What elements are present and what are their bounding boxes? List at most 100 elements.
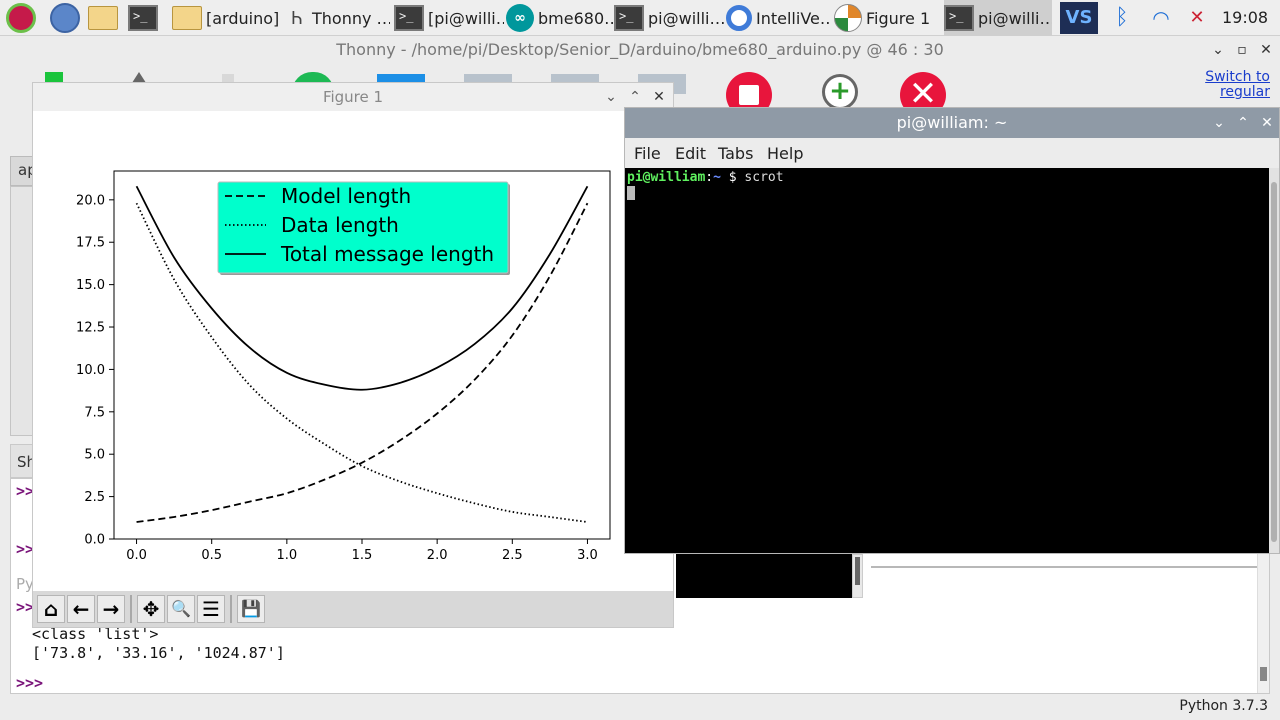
menu-file[interactable]: File — [634, 144, 661, 163]
thonny-title-bar: Thonny - /home/pi/Desktop/Senior_D/ardui… — [0, 36, 1280, 66]
x-tick-label: 3.0 — [577, 548, 598, 563]
residue-scrollbar[interactable] — [852, 554, 863, 598]
save-icon[interactable]: 💾 — [237, 595, 265, 623]
switch-to-regular-mode-link[interactable]: Switch to regular — [1205, 69, 1270, 100]
python-version-status[interactable]: Python 3.7.3 — [1179, 698, 1268, 714]
x-tick-label: 1.5 — [352, 548, 373, 563]
taskbar-window-terminal-3[interactable]: >_ pi@willi… — [944, 0, 1052, 36]
legend-label: Model length — [281, 184, 411, 208]
menu-tabs[interactable]: Tabs — [718, 144, 754, 163]
toolbar-separator — [130, 595, 132, 623]
taskbar-window-label: IntelliVe… — [756, 8, 832, 28]
zoom-icon[interactable]: 🔍 — [167, 595, 195, 623]
configure-subplots-icon[interactable]: ☰ — [197, 595, 225, 623]
terminal-command-line: pi@william:~ $ scrot — [627, 170, 784, 185]
prompt-dollar: $ — [728, 170, 737, 185]
web-browser-launcher[interactable] — [50, 0, 84, 36]
terminal-icon: >_ — [614, 5, 644, 31]
taskbar-window-arduino-folder[interactable]: [arduino] — [172, 0, 282, 36]
terminal-window: pi@william: ~ ⌄ ⌃ ✕ File Edit Tabs Help … — [624, 107, 1280, 554]
x-tick-label: 1.0 — [277, 548, 298, 563]
thonny-close-button[interactable]: ✕ — [1260, 42, 1272, 58]
shell-prompt: >> — [16, 540, 35, 558]
terminal-scrollbar[interactable] — [1269, 168, 1279, 553]
y-tick-label: 20.0 — [76, 193, 105, 208]
file-manager-icon — [88, 6, 118, 30]
raspberry-pi-menu-icon — [6, 3, 36, 33]
vnc-viewer-icon[interactable]: VS — [1060, 2, 1098, 34]
taskbar-window-figure-1[interactable]: Figure 1 — [834, 0, 942, 36]
residue-scrollbar-thumb[interactable] — [855, 557, 860, 585]
figure-canvas[interactable]: 0.0 0.5 1.0 1.5 2.0 2.5 3.0 0.0 2.5 5.0 7.5 10.0 12.… — [33, 111, 673, 591]
shell-tab[interactable]: Sh — [10, 444, 36, 478]
sidebar-tab[interactable]: ap — [10, 156, 37, 186]
y-tick-label: 17.5 — [76, 236, 105, 251]
figure-maximize-button[interactable]: ⌃ — [629, 89, 641, 105]
figure-minimize-button[interactable]: ⌄ — [605, 89, 617, 105]
taskbar-window-label: [arduino] — [206, 8, 280, 28]
terminal-body[interactable]: pi@william:~ $ scrot — [625, 168, 1269, 553]
thonny-minimize-button[interactable]: ⌄ — [1212, 42, 1224, 58]
terminal-scrollbar-thumb[interactable] — [1271, 182, 1277, 542]
shell-scrollbar-thumb[interactable] — [1260, 667, 1267, 681]
terminal-menu-bar: File Edit Tabs Help — [625, 138, 1279, 168]
legend-label: Total message length — [280, 242, 494, 266]
wifi-icon[interactable]: ◠ — [1152, 6, 1170, 30]
window-title: Thonny - /home/pi/Desktop/Senior_D/ardui… — [336, 40, 944, 59]
x-tick-label: 2.5 — [502, 548, 523, 563]
shell-divider — [871, 566, 1257, 568]
menu-edit[interactable]: Edit — [675, 144, 706, 163]
chromium-icon — [726, 5, 752, 31]
taskbar-window-label: Figure 1 — [866, 8, 931, 28]
bluetooth-icon[interactable]: ᛒ — [1115, 5, 1129, 30]
figure-navigation-toolbar: ⌂ ← → ✥ 🔍 ☰ 💾 — [33, 591, 673, 627]
zoom-in-icon[interactable]: + — [822, 74, 858, 110]
taskbar-window-label: bme680… — [538, 8, 614, 28]
home-icon[interactable]: ⌂ — [37, 595, 65, 623]
legend-box — [217, 181, 509, 274]
legend-label: Data length — [281, 213, 399, 237]
series-line-model-length — [136, 202, 589, 523]
forward-arrow-icon[interactable]: → — [97, 595, 125, 623]
file-manager-launcher[interactable] — [88, 0, 124, 36]
y-tick-label: 0.0 — [84, 533, 105, 548]
taskbar-window-terminal-1[interactable]: >_ [pi@willi… — [394, 0, 504, 36]
prompt-path: ~ — [713, 170, 721, 185]
thonny-icon: Ꮒ — [291, 7, 303, 29]
terminal-window-title: pi@william: ~ — [896, 113, 1008, 132]
shell-prompt: >> — [16, 482, 35, 500]
raspberry-pi-menu-button[interactable] — [6, 0, 38, 36]
taskbar-window-chromium[interactable]: IntelliVe… — [726, 0, 832, 36]
figure-close-button[interactable]: ✕ — [653, 89, 665, 105]
shell-output-line: <class 'list'> — [32, 625, 159, 643]
terminal-launcher[interactable]: >_ — [128, 0, 164, 36]
back-arrow-icon[interactable]: ← — [67, 595, 95, 623]
menu-help[interactable]: Help — [767, 144, 804, 163]
taskbar-window-label: pi@willi… — [978, 8, 1052, 28]
terminal-maximize-button[interactable]: ⌃ — [1237, 115, 1249, 131]
clock[interactable]: 19:08 — [1222, 8, 1269, 27]
y-tick-label: 10.0 — [76, 363, 105, 378]
y-tick-label: 2.5 — [84, 490, 105, 505]
taskbar-window-arduino-ide[interactable]: ∞ bme680… — [506, 0, 614, 36]
terminal-close-button[interactable]: ✕ — [1261, 115, 1273, 131]
terminal-minimize-button[interactable]: ⌄ — [1213, 115, 1225, 131]
taskbar-window-thonny[interactable]: Ꮒ Thonny … — [286, 0, 390, 36]
toolbar-separator — [230, 595, 232, 623]
figure-title-bar: Figure 1 — [33, 83, 673, 111]
thonny-maximize-button[interactable]: ▫ — [1237, 42, 1247, 58]
terminal-icon: >_ — [944, 5, 974, 31]
series-line-total-message-length — [135, 185, 589, 391]
window-residue — [676, 554, 852, 598]
shell-input-prompt: >>> — [16, 674, 44, 692]
shell-prompt: >> — [16, 598, 35, 616]
volume-muted-icon[interactable]: ✕ — [1189, 7, 1205, 28]
matplotlib-icon — [834, 4, 862, 32]
figure-window: Figure 1 ⌄ ⌃ ✕ 0.0 0.5 1.0 1.5 2.0 2.5 3.0 0.0 2… — [32, 82, 674, 628]
x-tick-label: 2.0 — [427, 548, 448, 563]
line-chart: 0.0 0.5 1.0 1.5 2.0 2.5 3.0 0.0 2.5 5.0 7.5 10.0 12.… — [76, 170, 611, 563]
y-tick-label: 7.5 — [84, 405, 105, 420]
taskbar-window-terminal-2[interactable]: >_ pi@willi… — [614, 0, 724, 36]
pan-icon[interactable]: ✥ — [137, 595, 165, 623]
